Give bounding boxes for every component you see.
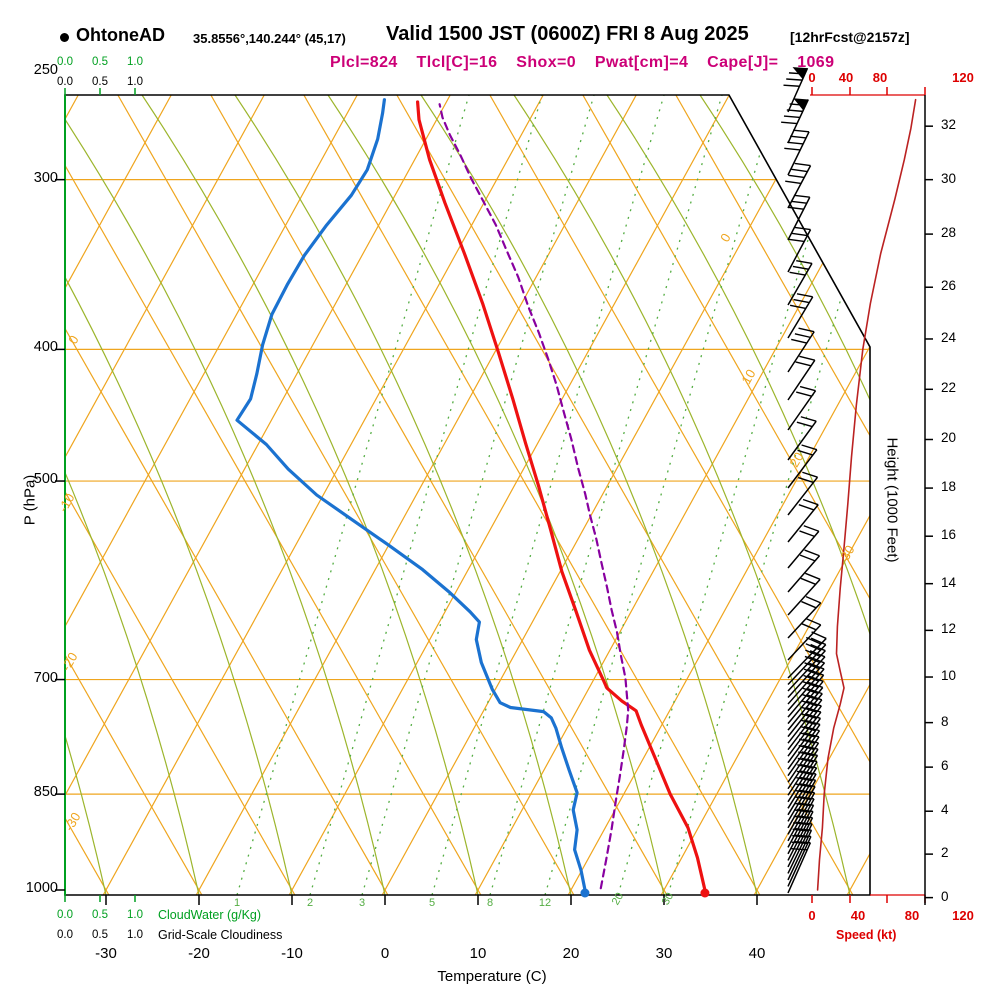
station-coordinates: 35.8556°,140.244° (45,17)	[193, 31, 346, 46]
surface-markers	[580, 888, 710, 898]
background-grid	[65, 95, 870, 895]
station-bullet-icon	[60, 33, 69, 42]
station-name: OhtoneAD	[76, 25, 165, 45]
plot-border	[64, 94, 871, 896]
valid-time-title: Valid 1500 JST (0600Z) FRI 8 Aug 2025	[386, 23, 749, 45]
wind-speed-curve	[816, 98, 917, 891]
axis-ticks	[55, 87, 926, 905]
profile-curves	[235, 98, 707, 892]
cloudwater-legend: CloudWater (g/Kg)	[158, 908, 262, 922]
forecast-tag: [12hrFcst@2157z]	[790, 29, 910, 45]
pressure-axis-title: P (hPa)	[21, 474, 39, 526]
stability-parameters: Plcl=824 Tlcl[C]=16 Shox=0 Pwat[cm]=4 Ca…	[330, 54, 835, 71]
height-axis-title: Height (1000 Feet)	[883, 437, 901, 563]
height-axis	[924, 95, 933, 905]
speed-axis-title: Speed (kt)	[836, 928, 897, 942]
cloudiness-legend: Grid-Scale Cloudiness	[158, 928, 283, 942]
wind-barbs	[781, 67, 827, 894]
temperature-axis-title: Temperature (C)	[437, 968, 547, 985]
